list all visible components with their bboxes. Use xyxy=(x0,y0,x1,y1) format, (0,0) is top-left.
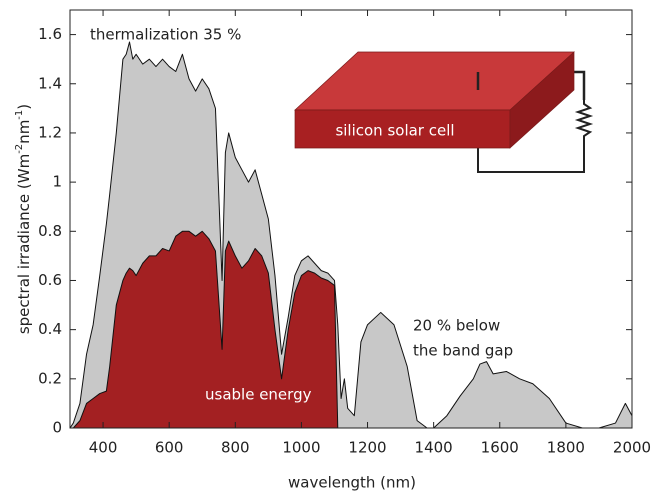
y-tick-label: 1.6 xyxy=(38,25,62,43)
inset-label: silicon solar cell xyxy=(335,122,454,140)
y-tick-label: 1.4 xyxy=(38,74,62,92)
annotation: 20 % below xyxy=(413,317,500,335)
y-axis-label-part: ) xyxy=(15,104,33,110)
x-tick-label: 2000 xyxy=(613,439,651,457)
annotation: the band gap xyxy=(413,342,513,360)
y-axis-label: spectral irradiance (Wm-2nm-1) xyxy=(14,104,33,334)
y-axis-label-part: spectral irradiance (Wm xyxy=(15,154,33,334)
y-axis-label-part: -1 xyxy=(14,110,25,120)
y-tick-label: 0.4 xyxy=(38,320,62,338)
x-tick-label: 400 xyxy=(89,439,118,457)
y-tick-label: 0.2 xyxy=(38,369,62,387)
y-axis-label-part: -2 xyxy=(14,144,25,154)
x-axis-label: wavelength (nm) xyxy=(288,474,416,492)
solar-cell-inset: silicon solar cell xyxy=(294,51,594,173)
plot-area: 400 600 800 1000 1200 1400 1600 1800 2000 0 0.2 0.4… xyxy=(38,9,651,457)
x-tick-label: 1800 xyxy=(547,439,585,457)
x-tick-label: 800 xyxy=(221,439,250,457)
y-tick-label: 0.8 xyxy=(38,222,62,240)
y-tick-label: 0 xyxy=(52,419,62,437)
resistor xyxy=(477,100,594,173)
x-tick-label: 600 xyxy=(155,439,184,457)
annotation: usable energy xyxy=(205,386,312,404)
y-tick-label: 1.2 xyxy=(38,123,62,141)
cell-side xyxy=(509,51,575,149)
plot-frame xyxy=(69,9,633,429)
annotation: thermalization 35 % xyxy=(90,26,241,44)
y-tick-label: 0.6 xyxy=(38,271,62,289)
x-tick-label: 1200 xyxy=(348,439,386,457)
y-tick-label: 1 xyxy=(52,173,62,191)
x-tick-label: 1000 xyxy=(282,439,320,457)
y-axis-label-part: nm xyxy=(15,120,33,144)
x-tick-label: 1400 xyxy=(415,439,453,457)
x-tick-label: 1600 xyxy=(481,439,519,457)
spectrum-area xyxy=(69,230,339,429)
